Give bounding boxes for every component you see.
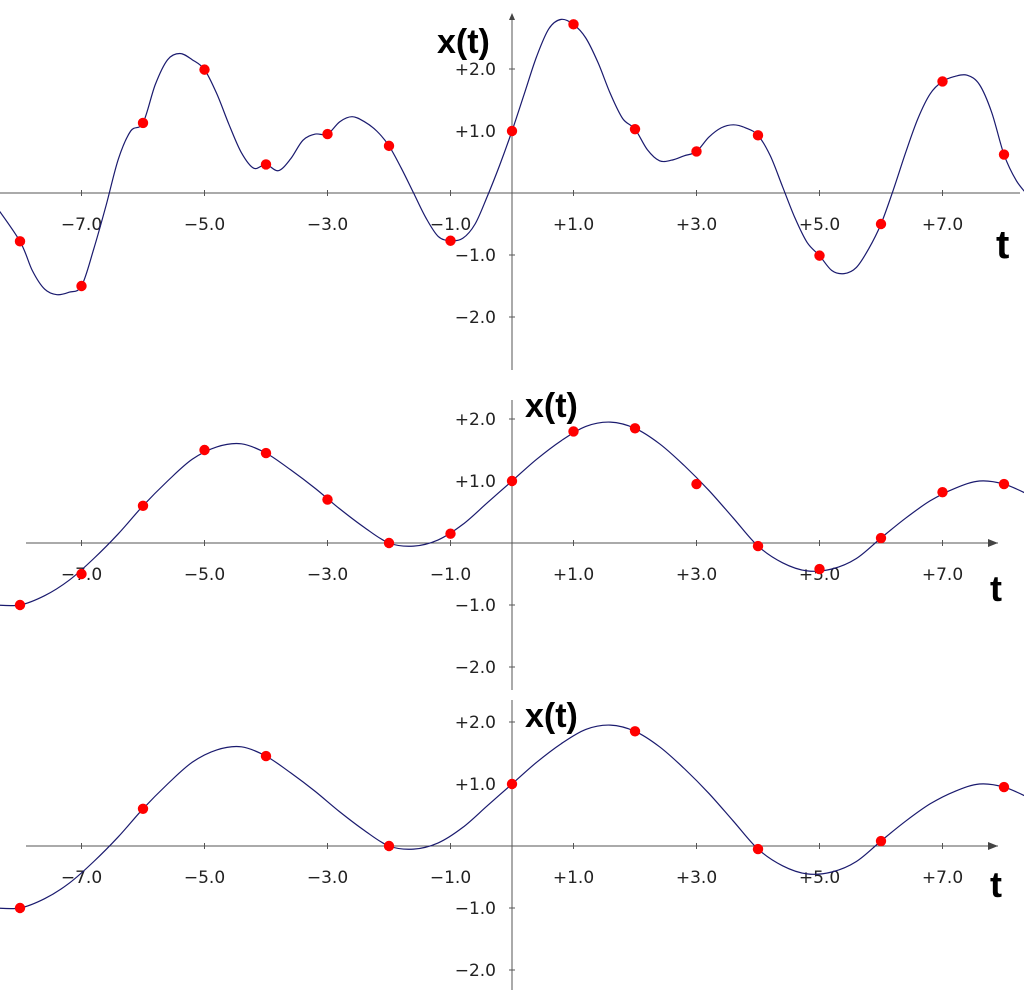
y-axis-title: x(t) [525, 387, 578, 425]
x-tick-label: −3.0 [307, 565, 348, 585]
x-tick-label: +7.0 [922, 565, 963, 585]
x-axis-arrow-icon [988, 842, 998, 850]
x-tick-label: +3.0 [676, 868, 717, 888]
x-axis-title: t [990, 864, 1002, 905]
chart-panel-3: −7.0 −5.0 −3.0 −1.0 +1.0 +3.0 +5.0 +7.0+2.0+1.0… [0, 697, 1024, 990]
sample-point [383, 140, 395, 152]
x-tick-label: −5.0 [184, 868, 225, 888]
sample-point [629, 726, 641, 737]
sample-point [76, 280, 87, 292]
sample-point [752, 843, 764, 855]
x-tick-label: +7.0 [922, 215, 963, 235]
sample-point [937, 486, 948, 498]
sample-point [875, 532, 887, 544]
x-tick-label: +1.0 [553, 565, 594, 585]
sample-point [506, 778, 518, 790]
sample-point [14, 902, 26, 914]
sample-point [322, 128, 333, 140]
sample-point [137, 803, 149, 814]
y-axis-title: x(t) [525, 697, 578, 735]
sample-point [137, 117, 149, 129]
y-tick-label: −2.0 [455, 961, 496, 981]
y-axis-title: x(t) [437, 23, 490, 61]
y-tick-label: −2.0 [455, 658, 496, 678]
x-tick-label: −5.0 [184, 215, 225, 235]
x-tick-label: −7.0 [61, 215, 102, 235]
sample-point [14, 236, 26, 247]
sample-point [629, 123, 641, 135]
sample-point [998, 149, 1010, 160]
x-tick-label: +5.0 [799, 215, 840, 235]
sample-point [875, 835, 887, 847]
sample-point [998, 781, 1010, 793]
sample-point [937, 76, 948, 87]
sample-point [506, 125, 518, 137]
x-tick-label: −7.0 [61, 868, 102, 888]
sample-point [568, 426, 579, 437]
sample-point [137, 500, 149, 511]
sample-point [814, 563, 825, 575]
sample-point [629, 423, 641, 434]
sample-point [691, 478, 702, 490]
x-axis-arrow-icon [988, 539, 998, 547]
y-tick-label: +1.0 [455, 472, 496, 492]
sample-point [752, 130, 764, 141]
sample-point [814, 250, 825, 261]
sample-point [998, 478, 1010, 490]
y-tick-label: −1.0 [455, 899, 496, 919]
y-tick-label: −2.0 [455, 308, 496, 328]
y-tick-label: +2.0 [455, 713, 496, 733]
y-tick-label: −1.0 [455, 246, 496, 266]
sample-point [691, 146, 702, 157]
chart-panel-2: −7.0−5.0−3.0−1.0+1.0+3.0+5.0+7.0+2.0+1.0… [0, 387, 1024, 690]
sample-point [14, 599, 26, 611]
sample-point [199, 444, 210, 456]
x-tick-label: −3.0 [307, 868, 348, 888]
x-tick-label: +3.0 [676, 565, 717, 585]
sample-point [260, 750, 272, 762]
x-tick-label: +3.0 [676, 215, 717, 235]
y-tick-label: +2.0 [455, 410, 496, 430]
chart-panel-1: −7.0 −5.0 −3.0 −1.0 +1.0 +3.0 +5.0 +7.0 +2.0 +1.0… [0, 13, 1024, 370]
x-tick-label: +1.0 [553, 868, 594, 888]
sample-point [875, 218, 887, 230]
x-tick-label: +1.0 [553, 215, 594, 235]
y-tick-label: +2.0 [455, 60, 496, 80]
x-tick-label: +7.0 [922, 868, 963, 888]
x-tick-label: −1.0 [430, 565, 471, 585]
sample-point [383, 537, 395, 549]
sample-point [260, 159, 272, 170]
sample-point [445, 235, 456, 246]
x-axis-title: t [990, 568, 1002, 609]
sample-point [76, 568, 87, 580]
sample-point [322, 494, 333, 505]
sample-point [568, 19, 579, 30]
sample-point [383, 840, 395, 852]
x-axis-title: t [996, 223, 1009, 267]
y-tick-label: −1.0 [455, 596, 496, 616]
x-tick-label: −5.0 [184, 565, 225, 585]
interpolated-curve-line [0, 18, 1024, 296]
x-tick-label: −1.0 [430, 215, 471, 235]
sample-point [445, 528, 456, 539]
y-tick-label: +1.0 [455, 775, 496, 795]
sample-point [752, 540, 764, 552]
x-tick-label: −1.0 [430, 868, 471, 888]
x-tick-label: −3.0 [307, 215, 348, 235]
y-tick-label: +1.0 [455, 122, 496, 142]
sample-point [260, 447, 272, 459]
sample-point [199, 64, 210, 75]
sample-point [506, 475, 518, 487]
y-axis-arrow-icon [509, 13, 515, 20]
